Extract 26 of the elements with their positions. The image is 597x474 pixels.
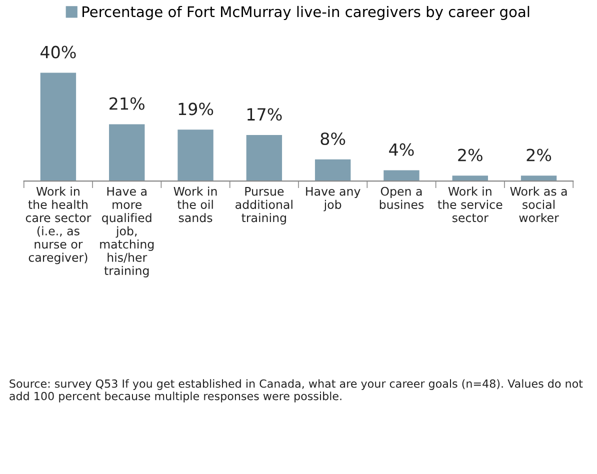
x-tick-label: Have a more qualified job, matching his/her training (100, 186, 154, 278)
data-label: 2% (458, 148, 482, 162)
x-tick-label: Work as a social worker (510, 186, 567, 222)
data-label: 40% (40, 46, 76, 58)
x-tick-label: Work in the oil sands (174, 186, 217, 222)
x-tick-label: Work in the health care sector (i.e., as nurse or caregiver) (26, 186, 92, 264)
data-label: 2% (526, 148, 552, 162)
bar (520, 176, 557, 182)
bar (109, 124, 145, 182)
bar (178, 130, 214, 182)
legend-label: Percentage of Fort McMurray live-in caregivers by career goal (82, 6, 530, 20)
x-tick-label: Pursue additional training (236, 186, 292, 224)
data-label: 8% (320, 132, 346, 146)
data-label: 19% (178, 102, 214, 116)
data-label: 4% (389, 143, 414, 156)
x-tick-label: Open a busines (380, 186, 424, 209)
data-label: 17% (247, 108, 282, 121)
data-label: 21% (110, 97, 144, 110)
x-tick-label: Work in the service sector (438, 186, 502, 222)
source-note: Source: survey Q53 If you get established in Canada, what are your career goals (n=48). Values do not add 100 percent because multiple responses were possible. (10, 379, 583, 402)
bar (246, 135, 282, 182)
bar (40, 72, 76, 182)
bar (452, 176, 488, 182)
bar (314, 159, 351, 182)
bar (384, 170, 420, 182)
x-tick-label: Have any job (306, 186, 360, 212)
